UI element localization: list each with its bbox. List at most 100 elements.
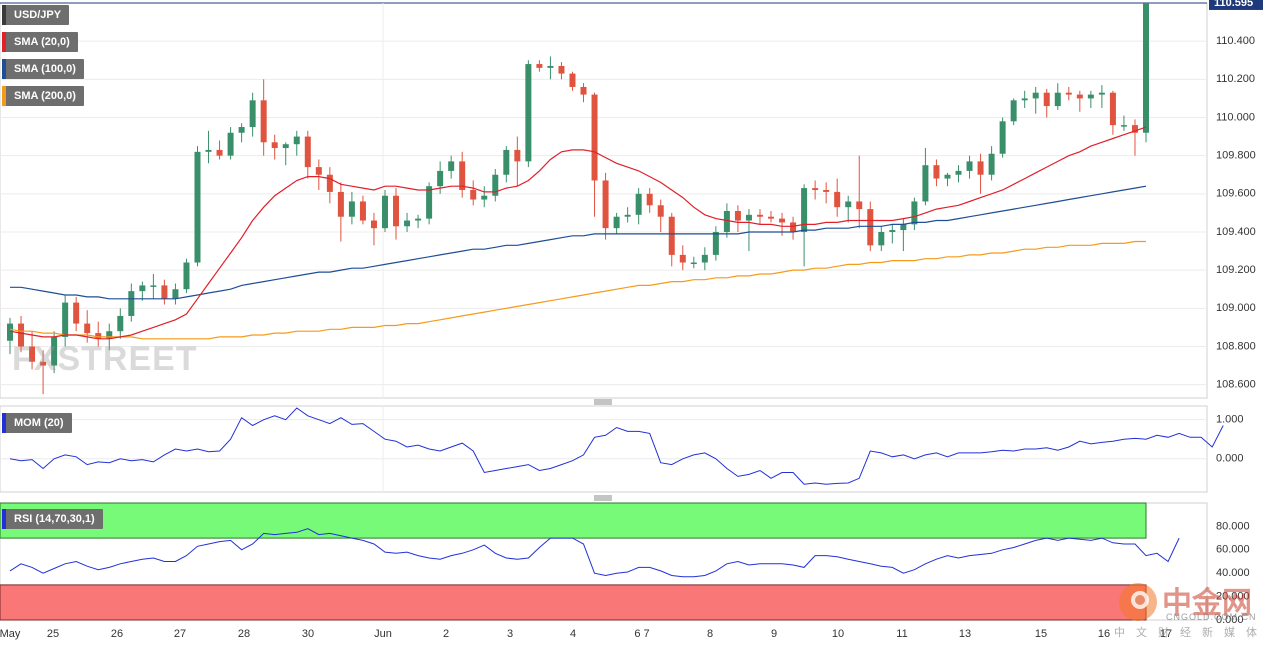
candle-body: [150, 285, 157, 287]
candle-body: [426, 186, 433, 219]
mom-tick-label: 1.000: [1216, 414, 1244, 426]
sma200-legend[interactable]: SMA (200,0): [2, 86, 84, 106]
indicator-lines: [9, 407, 1224, 578]
price-tick-label: 109.000: [1216, 302, 1256, 314]
instrument-legend[interactable]: USD/JPY: [2, 5, 70, 25]
candle-body: [172, 289, 179, 299]
candle-body: [238, 127, 245, 133]
candle-body: [514, 149, 521, 162]
mom-legend[interactable]: MOM (20): [2, 413, 72, 433]
candle-body: [779, 218, 786, 223]
candle-body: [227, 132, 234, 156]
candle-body: [404, 220, 411, 227]
fxstreet-watermark: FXSTREET: [12, 340, 198, 378]
price-tick-label: 108.600: [1216, 379, 1256, 391]
legend-color-bar: [2, 32, 6, 52]
sma20-legend[interactable]: SMA (20,0): [2, 32, 78, 52]
current-price-label: 110.595: [1214, 0, 1253, 9]
candle-body: [977, 161, 984, 175]
grid-lines: [0, 3, 1207, 492]
rsi-tick-label: 40.000: [1216, 567, 1250, 579]
legend-color-bar: [2, 413, 6, 433]
candle-body: [326, 174, 333, 192]
cngold-logo: 中金网 CNGOLD.COM.CN 中文财经新媒体: [1114, 580, 1266, 639]
candle-body: [304, 136, 311, 168]
candle-body: [944, 174, 951, 179]
candle-body: [161, 285, 168, 299]
candle-body: [1109, 92, 1116, 126]
candle-body: [62, 302, 69, 337]
candle-body: [459, 161, 466, 191]
x-tick-label: 28: [238, 628, 250, 640]
candle-body: [7, 323, 13, 341]
x-tick-label: 17: [1160, 628, 1172, 640]
candle-body: [922, 165, 929, 202]
candle-body: [745, 214, 752, 221]
candle-body: [1021, 98, 1028, 101]
candle-body: [205, 149, 212, 152]
y-axis-labels: 108.600 108.800 109.000 109.200 109.400 109.6…: [1209, 0, 1263, 626]
candle-body: [117, 315, 124, 332]
price-tick-label: 110.200: [1216, 73, 1255, 85]
instrument-label: USD/JPY: [14, 9, 62, 21]
panel-splitter-1[interactable]: [594, 399, 612, 405]
candle-body: [337, 191, 344, 217]
candle-body: [812, 188, 819, 191]
price-tick-label: 108.800: [1216, 340, 1256, 352]
candles: [7, 3, 1149, 395]
price-tick-label: 109.600: [1216, 188, 1256, 200]
legend-color-bar: [2, 59, 6, 79]
candle-body: [437, 170, 444, 187]
candle-body: [1032, 92, 1039, 99]
candle-body: [790, 222, 797, 232]
x-tick-label: 3: [507, 628, 513, 640]
candle-body: [580, 86, 587, 95]
sma100-legend[interactable]: SMA (100,0): [2, 59, 84, 79]
candle-body: [558, 65, 565, 74]
candle-body: [183, 262, 190, 290]
mom-label: MOM (20): [14, 417, 64, 429]
legend-color-bar: [2, 5, 6, 25]
candle-body: [690, 262, 697, 265]
logo-tagline: 中文财经新媒体: [1114, 627, 1268, 639]
candle-body: [602, 180, 609, 229]
candle-body: [624, 214, 631, 217]
candle-body: [51, 336, 58, 366]
candle-body: [801, 188, 808, 232]
mom-panel: [0, 405, 1208, 493]
candle-body: [1120, 125, 1127, 127]
candle-body: [194, 151, 201, 263]
x-tick-label: 30: [302, 628, 314, 640]
candle-body: [381, 195, 388, 229]
candle-body: [1076, 94, 1083, 99]
candle-body: [1087, 94, 1094, 99]
candle-body: [73, 302, 80, 324]
candle-body: [867, 209, 874, 246]
price-tick-label: 109.400: [1216, 226, 1256, 238]
legend-color-bar: [2, 509, 6, 529]
sma200-line: [9, 240, 1146, 340]
candle-body: [260, 100, 267, 143]
panel-splitter-2[interactable]: [594, 495, 612, 501]
candle-body: [900, 224, 907, 231]
x-tick-label: 26: [111, 628, 123, 640]
x-tick-label: 4: [570, 628, 576, 640]
rsi-legend[interactable]: RSI (14,70,30,1): [2, 509, 103, 529]
candle-body: [756, 214, 763, 217]
rsi-line: [9, 528, 1180, 578]
candle-body: [768, 216, 775, 219]
cngold-emblem-icon: [1119, 583, 1157, 621]
candle-body: [679, 254, 686, 263]
mom-tick-label: 0.000: [1216, 453, 1244, 465]
candle-body: [282, 144, 289, 149]
moving-averages: [9, 126, 1147, 340]
candle-body: [1143, 3, 1149, 133]
rsi-tick-label: 0.000: [1216, 614, 1244, 626]
rsi-tick-label: 80.000: [1216, 520, 1250, 532]
candle-body: [271, 142, 278, 149]
candle-body: [823, 190, 830, 192]
price-tick-label: 110.400: [1216, 35, 1255, 47]
candle-body: [635, 193, 642, 215]
legend-color-bar: [2, 86, 6, 106]
